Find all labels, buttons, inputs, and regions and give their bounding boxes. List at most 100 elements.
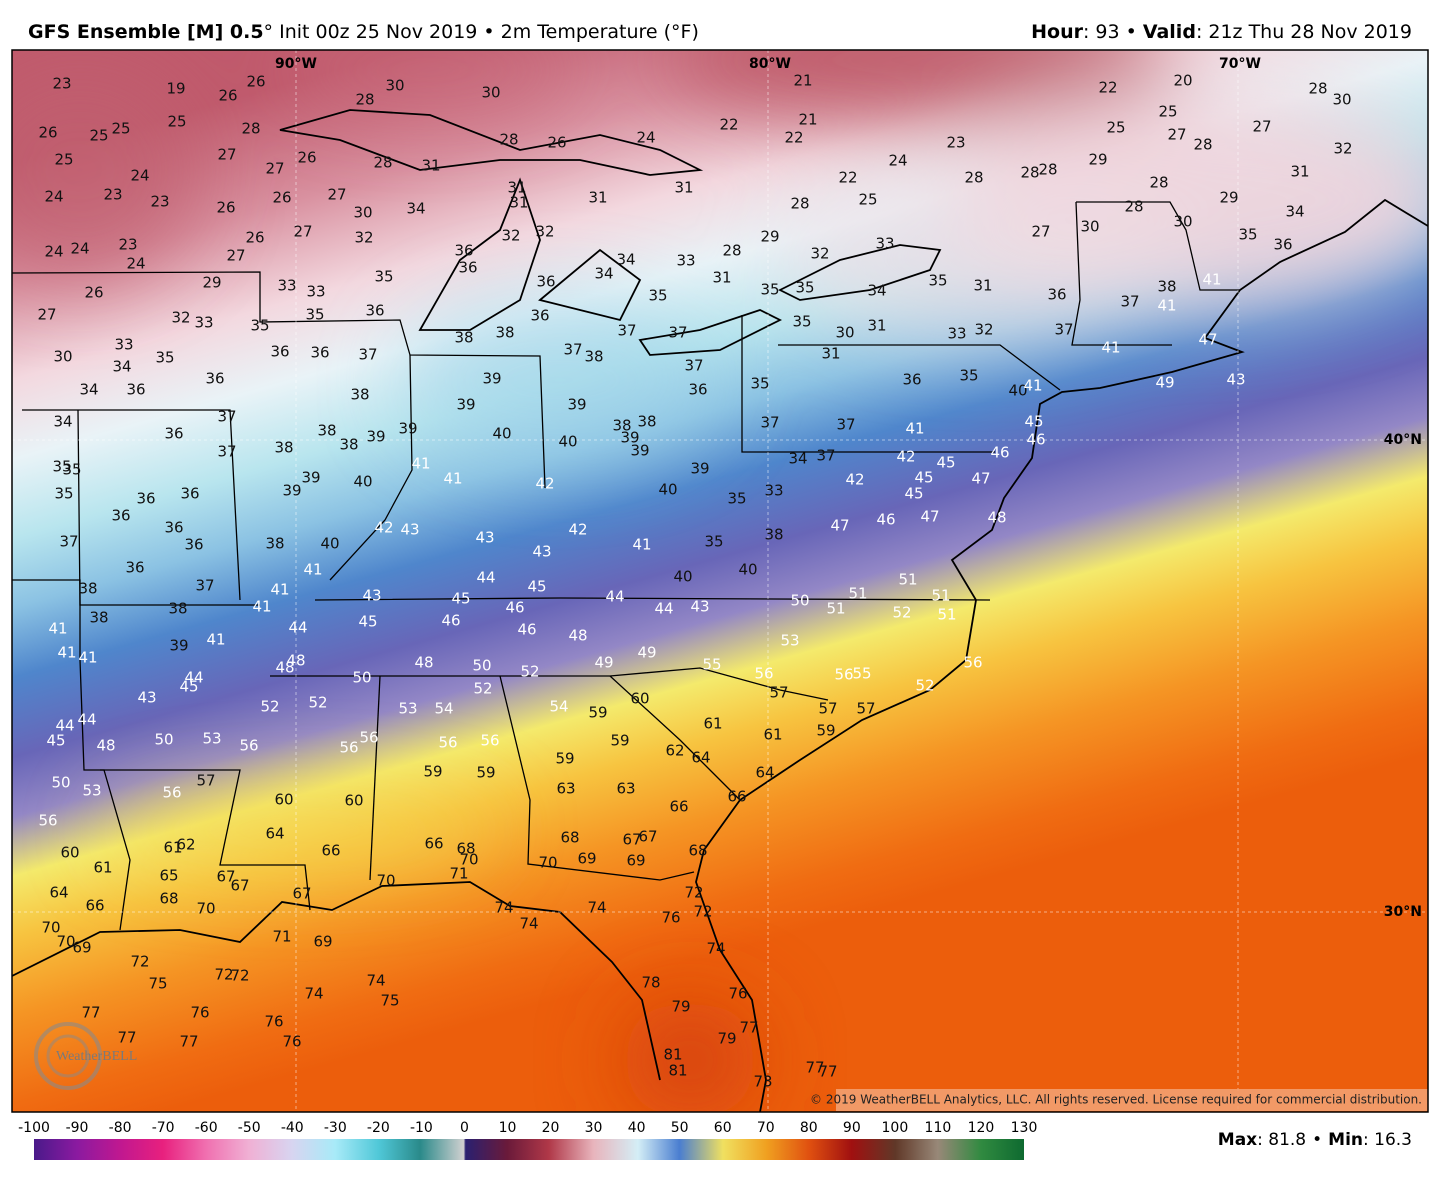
station-temperature: 23 (103, 186, 122, 204)
station-temperature: 53 (398, 700, 417, 718)
station-temperature: 51 (931, 587, 950, 605)
station-temperature: 51 (937, 606, 956, 624)
station-temperature: 67 (292, 885, 311, 903)
station-temperature: 41 (252, 598, 271, 616)
station-temperature: 50 (51, 774, 70, 792)
colorbar-tick-label: -100 (18, 1120, 50, 1136)
station-temperature: 42 (374, 519, 393, 537)
station-temperature: 37 (217, 408, 236, 426)
station-temperature: 30 (1332, 91, 1351, 109)
station-temperature: 33 (277, 277, 296, 295)
station-temperature: 31 (509, 194, 528, 212)
station-temperature: 35 (727, 490, 746, 508)
station-temperature: 81 (663, 1046, 682, 1064)
colorbar-tick-label: 10 (499, 1120, 517, 1136)
station-temperature: 63 (616, 780, 635, 798)
station-temperature: 43 (362, 587, 381, 605)
station-temperature: 29 (202, 274, 221, 292)
station-temperature: 30 (481, 84, 500, 102)
field-name: 2m Temperature (°F) (501, 21, 699, 43)
station-temperature: 62 (176, 836, 195, 854)
station-temperature: 77 (81, 1004, 100, 1022)
station-temperature: 34 (79, 381, 98, 399)
station-temperature: 40 (738, 561, 757, 579)
station-temperature: 27 (1252, 118, 1271, 136)
station-temperature: 32 (501, 227, 520, 245)
station-temperature: 48 (275, 659, 294, 677)
station-temperature: 51 (848, 585, 867, 603)
station-temperature: 31 (867, 317, 886, 335)
station-temperature: 24 (636, 129, 655, 147)
station-temperature: 27 (217, 146, 236, 164)
station-temperature: 67 (230, 877, 249, 895)
station-temperature: 40 (353, 473, 372, 491)
station-temperature: 23 (52, 75, 71, 93)
station-temperature: 25 (89, 127, 108, 145)
station-temperature: 56 (834, 666, 853, 684)
station-temperature: 56 (480, 732, 499, 750)
station-temperature: 28 (1149, 174, 1168, 192)
colorbar-tick-label: 60 (714, 1120, 732, 1136)
station-temperature: 32 (1333, 140, 1352, 158)
station-temperature: 27 (226, 247, 245, 265)
station-temperature: 71 (449, 865, 468, 883)
station-temperature: 41 (1101, 339, 1120, 357)
station-temperature: 51 (826, 600, 845, 618)
station-temperature: 59 (423, 763, 442, 781)
station-temperature: 38 (454, 329, 473, 347)
station-temperature: 76 (264, 1013, 283, 1031)
station-temperature: 38 (339, 436, 358, 454)
station-temperature: 66 (85, 897, 104, 915)
station-temperature: 31 (421, 157, 440, 175)
station-temperature: 48 (568, 627, 587, 645)
station-temperature: 78 (641, 974, 660, 992)
station-temperature: 38 (78, 580, 97, 598)
station-temperature: 39 (366, 428, 385, 446)
min-label: Min (1328, 1130, 1363, 1150)
station-temperature: 81 (668, 1062, 687, 1080)
station-temperature: 34 (53, 413, 72, 431)
map-frame (11, 49, 1429, 1113)
colorbar-tick-label: -40 (281, 1120, 304, 1136)
colorbar-tick-label: -20 (367, 1120, 390, 1136)
station-temperature: 70 (196, 900, 215, 918)
station-temperature: 37 (617, 322, 636, 340)
station-temperature: 67 (622, 831, 641, 849)
station-temperature: 27 (37, 306, 56, 324)
station-temperature: 52 (308, 694, 327, 712)
station-temperature: 70 (41, 919, 60, 937)
station-temperature: 47 (1198, 331, 1217, 349)
station-temperature: 39 (456, 396, 475, 414)
station-temperature: 36 (184, 536, 203, 554)
colorbar-tick-label: 90 (843, 1120, 861, 1136)
station-temperature: 46 (876, 511, 895, 529)
colorbar-tick-label: 0 (460, 1120, 469, 1136)
station-temperature: 74 (304, 985, 323, 1003)
station-temperature: 67 (216, 868, 235, 886)
station-temperature: 28 (1020, 164, 1039, 182)
station-temperature: 61 (703, 715, 722, 733)
station-temperature: 63 (556, 780, 575, 798)
station-temperature: 25 (1158, 103, 1177, 121)
station-temperature: 35 (374, 268, 393, 286)
station-temperature: 54 (434, 700, 453, 718)
station-temperature: 29 (760, 228, 779, 246)
station-temperature: 52 (473, 680, 492, 698)
station-temperature: 41 (270, 581, 289, 599)
station-temperature: 38 (584, 348, 603, 366)
hour: : 93 (1083, 21, 1120, 43)
station-temperature: 34 (1285, 203, 1304, 221)
station-temperature: 57 (196, 772, 215, 790)
station-temperature: 26 (297, 149, 316, 167)
station-temperature: 36 (126, 381, 145, 399)
station-temperature: 34 (594, 265, 613, 283)
station-temperature: 35 (928, 272, 947, 290)
station-temperature: 52 (520, 663, 539, 681)
station-temperature: 47 (971, 470, 990, 488)
station-temperature: 36 (164, 425, 183, 443)
station-temperature: 45 (936, 454, 955, 472)
station-temperature: 45 (904, 485, 923, 503)
station-temperature: 46 (517, 621, 536, 639)
